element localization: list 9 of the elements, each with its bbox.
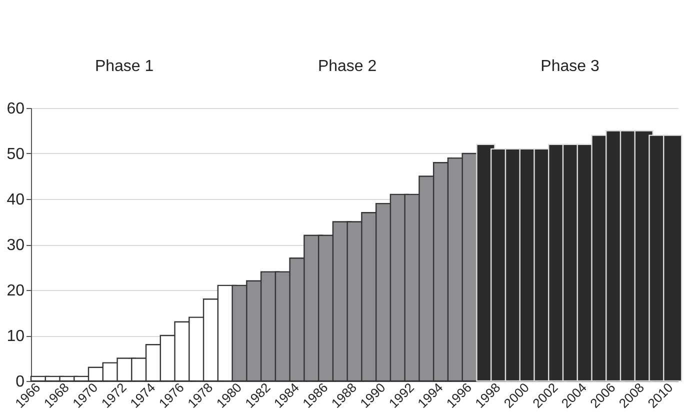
y-tick-label: 60 [6, 100, 25, 118]
y-tick-label: 20 [6, 282, 25, 300]
text: Phase 1 [94, 58, 154, 75]
y-tick-label: 30 [6, 237, 25, 254]
text: Phase 3 [540, 58, 600, 75]
y-tick-label: 10 [6, 328, 25, 345]
y-tick-label: 50 [6, 146, 25, 163]
y-tick-label: 40 [6, 192, 25, 208]
text: Phase 2 [318, 58, 377, 75]
